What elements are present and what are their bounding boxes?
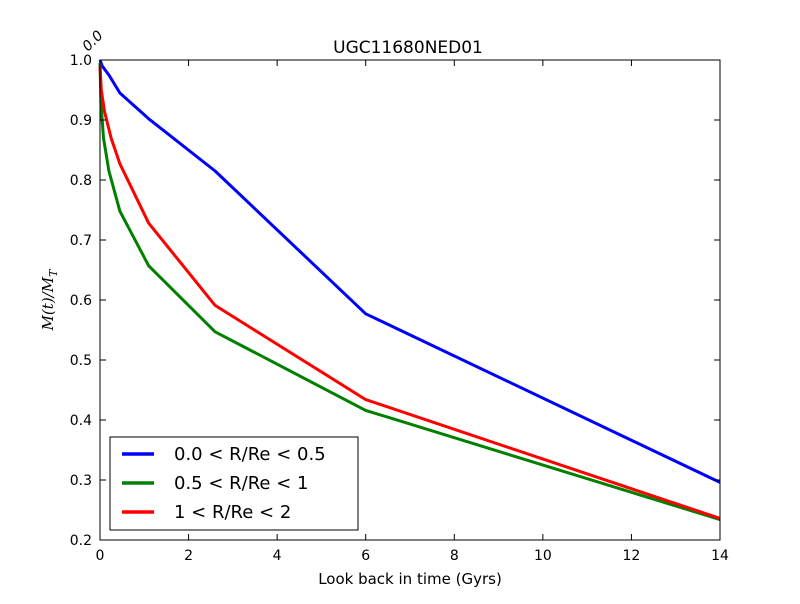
x-tick-label: 0 xyxy=(96,548,105,564)
legend-label: 1 < R/Re < 2 xyxy=(174,502,291,523)
x-tick-label: 12 xyxy=(623,548,641,564)
y-axis-label: M(t)/MT xyxy=(39,268,60,332)
x-tick-label: 10 xyxy=(534,548,552,564)
y-tick-label: 0.5 xyxy=(70,353,92,369)
series-line-2 xyxy=(98,65,721,520)
x-tick-label: 14 xyxy=(711,548,729,564)
y-tick-label: 0.2 xyxy=(70,533,92,549)
x-tick-label: 2 xyxy=(184,548,193,564)
y-tick-label: 1.0 xyxy=(70,53,92,69)
series-line-1 xyxy=(98,62,721,522)
x-tick-label: 4 xyxy=(273,548,282,564)
legend-label: 0.5 < R/Re < 1 xyxy=(174,473,308,494)
series-line-0 xyxy=(98,59,721,484)
y-tick-label: 0.3 xyxy=(70,473,92,489)
legend-items: 0.0 < R/Re < 0.5 0.5 < R/Re < 1 1 < R/Re <… xyxy=(122,444,326,523)
x-tick-label: 6 xyxy=(361,548,370,564)
legend-label: 0.0 < R/Re < 0.5 xyxy=(174,444,326,465)
x-axis-label: Look back in time (Gyrs) xyxy=(318,570,502,588)
x-tick-label: 8 xyxy=(450,548,459,564)
y-axis-label-t: (t)/ xyxy=(39,290,57,315)
y-tick-label: 0.9 xyxy=(70,113,92,129)
y-axis-label-sub: T xyxy=(47,268,60,277)
y-tick-label: 0.7 xyxy=(70,233,92,249)
y-axis-label-m: M xyxy=(39,314,57,331)
axis-ticks: 0 2 4 6 8 10 12 14 0.2 0.3 0.4 0.5 0.6 0.7 0.8 0.9 1.0 xyxy=(70,53,729,564)
y-tick-label: 0.4 xyxy=(70,413,92,429)
y-axis-label-mt: M xyxy=(39,276,57,293)
legend: 0.0 < R/Re < 0.5 0.5 < R/Re < 1 1 < R/Re <… xyxy=(109,436,359,531)
y-tick-label: 0.6 xyxy=(70,293,92,309)
series-lines xyxy=(98,59,721,522)
y-tick-label: 0.8 xyxy=(70,173,92,189)
chart-title: UGC11680NED01 xyxy=(333,38,483,58)
